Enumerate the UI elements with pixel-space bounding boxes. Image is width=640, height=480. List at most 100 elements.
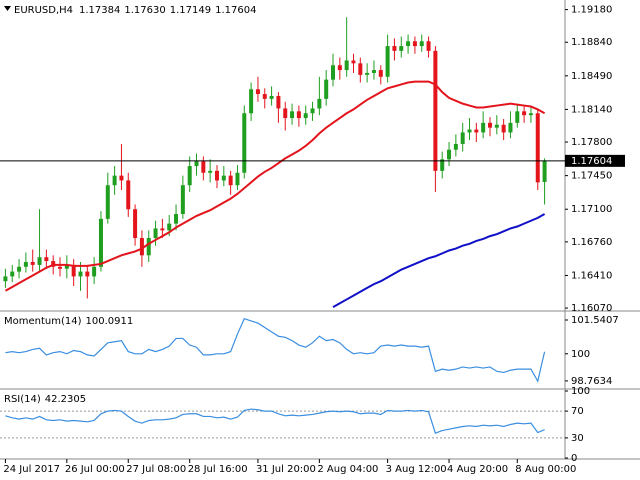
candle-body — [78, 271, 83, 277]
candle-body — [419, 41, 424, 47]
candle-body — [481, 122, 486, 133]
y-tick-label: 1.18490 — [571, 71, 612, 82]
x-tick-label: 3 Aug 12:00 — [386, 464, 447, 475]
candle-body — [37, 257, 42, 265]
indicator-title: RSI(14) 42.2305 — [4, 394, 86, 405]
candle-body — [453, 143, 458, 150]
indicator-line — [5, 317, 546, 383]
indicator-line — [4, 80, 546, 292]
candle-body — [303, 113, 308, 119]
x-tick-label: 4 Aug 20:00 — [447, 464, 508, 475]
candle-body — [290, 111, 295, 119]
candle-body — [337, 65, 342, 71]
candle-body — [331, 65, 336, 80]
y-tick-label: 100 — [571, 386, 590, 397]
candle-body — [255, 89, 260, 95]
x-tick-label: 27 Jul 08:00 — [126, 464, 186, 475]
y-tick-label: 1.17800 — [571, 137, 612, 148]
candle-body — [249, 89, 254, 114]
candle-body — [433, 50, 438, 171]
candle-body — [283, 108, 288, 119]
candle-body — [153, 228, 158, 239]
candle-body — [494, 124, 499, 128]
candle-body — [242, 113, 247, 173]
candle-body — [126, 180, 131, 210]
candle-body — [317, 98, 322, 109]
candle-body — [358, 63, 363, 75]
candle-body — [221, 175, 226, 181]
y-tick-label: 1.16410 — [571, 270, 612, 281]
x-tick-label: 24 Jul 2017 — [3, 464, 60, 475]
candle-body — [112, 175, 117, 186]
x-tick-label: 28 Jul 16:00 — [188, 464, 248, 475]
candle-body — [214, 170, 219, 181]
candle-body — [105, 185, 110, 219]
candle-body — [201, 161, 206, 173]
candle-body — [180, 185, 185, 215]
candle-body — [23, 262, 28, 267]
y-tick-label: 100 — [571, 349, 590, 360]
indicator-value: 42.2305 — [45, 394, 86, 405]
indicator-name: RSI(14) — [4, 394, 41, 405]
candle-body — [187, 166, 192, 186]
indicator-title: Momentum(14) 100.0911 — [4, 316, 133, 327]
x-tick-label: 26 Jul 00:00 — [65, 464, 125, 475]
candle-body — [392, 46, 397, 51]
high-label: 1.17630 — [124, 5, 165, 16]
y-tick-label: 101.5407 — [571, 315, 619, 326]
price-label: 1.17604 — [571, 156, 612, 167]
low-label: 1.17149 — [170, 5, 211, 16]
x-tick-label: 2 Aug 04:00 — [317, 464, 378, 475]
candle-body — [10, 271, 15, 277]
candle-body — [399, 46, 404, 51]
candle-body — [522, 111, 527, 116]
candle-body — [262, 94, 267, 99]
y-tick-label: 1.17100 — [571, 204, 612, 215]
candle-body — [487, 122, 492, 128]
y-tick-label: 1.18140 — [571, 104, 612, 115]
x-tick-label: 31 Jul 20:00 — [256, 464, 316, 475]
candle-body — [119, 175, 124, 181]
y-tick-label: 30 — [571, 433, 584, 444]
y-tick-label: 1.19180 — [571, 5, 612, 16]
candle-body — [371, 70, 376, 73]
candle-body — [30, 262, 35, 265]
candle-body — [460, 132, 465, 144]
candle-body — [269, 95, 274, 99]
candle-body — [365, 72, 370, 75]
candle-body — [406, 41, 411, 47]
candle-body — [474, 129, 479, 133]
y-tick-label: 70 — [571, 406, 584, 417]
candle-body — [208, 170, 213, 173]
header: EURUSD,H4 1.17384 1.17630 1.17149 1.17604 — [14, 5, 256, 16]
candle-body — [344, 60, 349, 71]
candle-body — [194, 161, 199, 167]
candle-body — [501, 124, 506, 133]
open-label: 1.17384 — [79, 5, 120, 16]
indicator-line — [332, 213, 546, 308]
indicator-value: 100.0911 — [86, 316, 134, 327]
candle-body — [378, 70, 383, 77]
symbol: EURUSD,H4 — [14, 5, 73, 16]
indicator-name: Momentum(14) — [4, 316, 82, 327]
candle-body — [146, 238, 151, 256]
y-tick-label: 0 — [571, 453, 577, 464]
candle-body — [508, 122, 513, 133]
candle-body — [296, 111, 301, 119]
candle-body — [228, 175, 233, 186]
y-tick-label: 1.16070 — [571, 303, 612, 314]
candle-body — [58, 266, 63, 269]
candle-body — [324, 79, 329, 99]
y-tick-label: 1.18840 — [571, 37, 612, 48]
candle-body — [160, 228, 165, 231]
candle-body — [426, 41, 431, 51]
candle-body — [92, 266, 97, 277]
candle-body — [535, 113, 540, 183]
candle-body — [542, 160, 547, 182]
price-box — [565, 154, 625, 167]
candle-body — [98, 218, 103, 267]
candle-body — [310, 108, 315, 114]
candle-body — [174, 214, 179, 224]
candle-body — [515, 111, 520, 123]
